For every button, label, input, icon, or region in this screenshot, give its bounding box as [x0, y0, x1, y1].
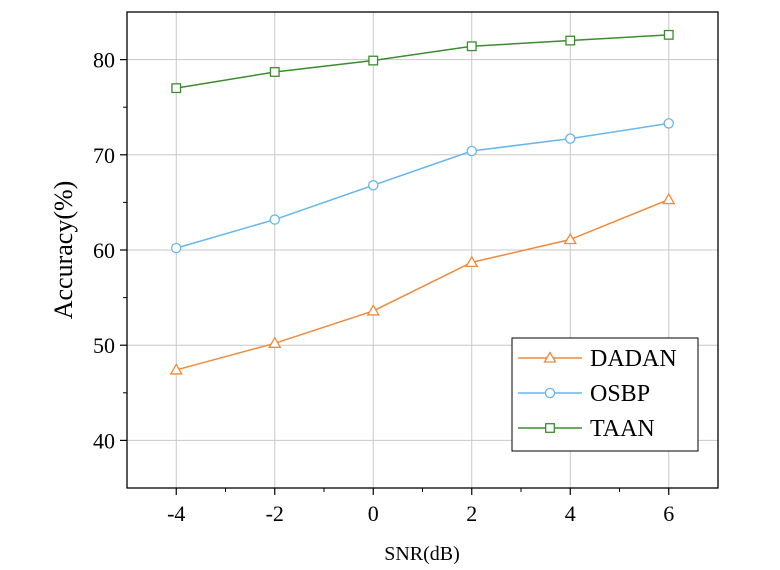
y-tick-label: 70 [93, 143, 115, 168]
legend-marker-taan [545, 423, 555, 433]
data-point-taan [171, 83, 182, 94]
series-line-taan [176, 34, 669, 89]
data-point-osbp [170, 242, 182, 254]
series-group [169, 29, 676, 375]
data-point-dadan [268, 336, 282, 348]
series-line-osbp [176, 122, 669, 249]
x-axis-title: SNR(dB) [384, 543, 460, 565]
y-tick-label: 80 [93, 48, 115, 73]
legend-entry-osbp: OSBP [518, 381, 650, 407]
data-point-dadan [465, 255, 479, 268]
data-point-dadan [169, 363, 183, 375]
data-point-osbp [269, 214, 280, 225]
x-tick-label: 2 [466, 501, 477, 526]
y-axis-title: Accuracy(%) [49, 181, 78, 320]
y-tick-label: 40 [93, 428, 115, 453]
y-tick-label: 60 [93, 238, 115, 263]
legend-label-dadan: DADAN [590, 346, 677, 372]
x-tick-label: 0 [368, 501, 379, 526]
x-tick-label: 4 [565, 501, 576, 526]
axis-ticks: -4 -2 0 2 4 6 40 50 60 70 80 [93, 48, 674, 526]
series-line-dadan [176, 198, 670, 371]
grid [127, 12, 718, 488]
legend-entries: DADAN OSBP TAAN [518, 346, 677, 442]
x-tick-label: -4 [167, 501, 185, 526]
data-point-osbp [663, 118, 675, 129]
legend-label-taan: TAAN [590, 416, 655, 442]
legend-label-osbp: OSBP [590, 381, 650, 407]
legend: DADAN OSBP TAAN [511, 337, 699, 452]
x-tick-label: -2 [266, 501, 284, 526]
data-point-taan [565, 35, 576, 46]
legend-box [511, 337, 699, 452]
data-point-dadan [662, 192, 676, 205]
legend-marker-osbp [544, 387, 556, 399]
x-tick-label: 6 [663, 501, 674, 526]
series-dadan [169, 192, 676, 375]
data-point-dadan [366, 304, 380, 316]
data-point-osbp [466, 145, 477, 157]
legend-marker-dadan [543, 351, 557, 363]
data-point-taan [663, 29, 674, 40]
legend-entry-taan: TAAN [518, 416, 655, 442]
data-point-taan [269, 67, 280, 77]
legend-entry-dadan: DADAN [518, 346, 677, 372]
y-tick-label: 50 [93, 333, 115, 358]
data-point-dadan [563, 232, 577, 245]
data-point-osbp [367, 180, 379, 191]
series-taan [171, 29, 674, 94]
data-point-taan [368, 55, 379, 66]
series-osbp [170, 118, 675, 254]
data-point-osbp [565, 133, 576, 144]
data-point-taan [466, 41, 477, 52]
